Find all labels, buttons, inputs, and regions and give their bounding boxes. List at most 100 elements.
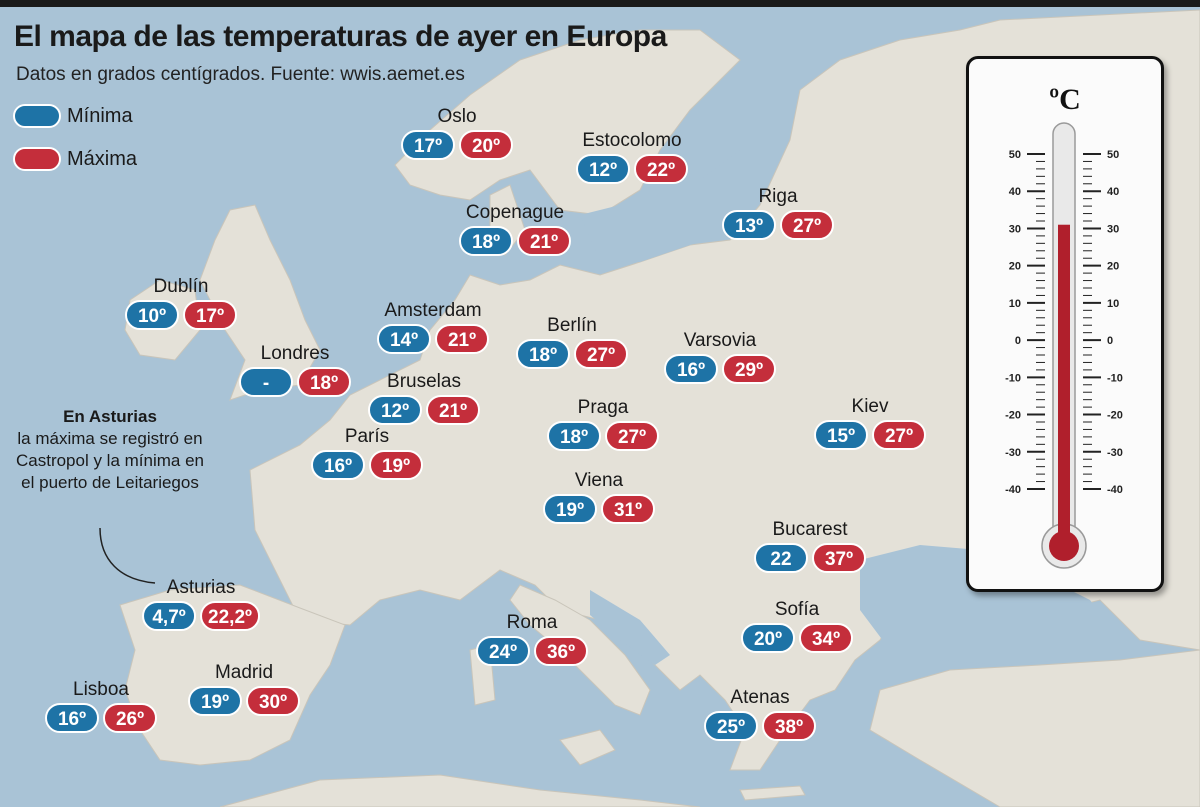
min-temp-pill: 19º [188,686,242,716]
city-name: Lisboa [73,679,129,700]
scale-label: 50 [1009,149,1021,161]
max-temp-pill: 27º [780,210,834,240]
scale-label: 30 [1107,223,1119,235]
legend-min-label: Mínima [67,104,133,127]
city-name: Asturias [166,577,236,598]
max-temp-pill: 27º [872,420,926,450]
city-name: Kiev [851,396,889,417]
max-temp-pill: 30º [246,686,300,716]
min-temp-pill: 25º [704,711,758,741]
scale-label: 40 [1107,186,1119,198]
thermometer-unit: ºC [1049,83,1081,116]
max-temp-pill: 34º [799,623,853,653]
min-temp-pill: 4,7º [142,601,197,631]
min-temp-pill: 24º [476,636,530,666]
scale-label: 40 [1009,186,1021,198]
city-name: París [344,426,390,447]
city-roma: Roma 24º 36º [476,612,588,666]
min-temp-pill: 10º [125,300,179,330]
max-temp-pill: 37º [812,543,866,573]
city-name: Madrid [214,662,274,683]
turkey [869,649,1200,807]
city-varsovia: Varsovia 16º 29º [664,330,776,384]
scale-label: -10 [1005,372,1021,384]
black-sea [860,545,1120,665]
city-atenas: Atenas 25º 38º [704,687,816,741]
legend-min: Mínima [13,104,133,128]
max-temp-pill: 22º [634,154,688,184]
crete [739,785,806,801]
max-temp-pill: 20º [459,130,513,160]
city-bruselas: Bruselas 12º 21º [368,371,480,425]
city-londres: Londres -18º [239,343,351,397]
min-temp-pill: 17º [401,130,455,160]
max-temp-pill: 27º [574,339,628,369]
city-sofia: Sofía 20º 34º [741,599,853,653]
mercury-column [1058,224,1070,544]
max-temp-pill: 17º [183,300,237,330]
thermometer-icon: 50 50 40 40 30 30 20 20 10 10 0 0 -10 -10 -20 -20 -30 -30… [1005,122,1123,569]
min-temp-pill: 18º [459,226,513,256]
city-asturias: Asturias 4,7º 22,2º [142,577,260,631]
max-temp-pill: 36º [534,636,588,666]
scale-label: 10 [1009,298,1021,310]
city-name: Berlín [547,315,597,336]
min-temp-pill: 12º [576,154,630,184]
min-temp-pill: 15º [814,420,868,450]
thermometer-card: ºC 50 50 40 40 30 30 20 20 10 10 0 0 -10 -10 -20 -20 -30… [966,56,1164,592]
scale-label: -40 [1005,484,1021,496]
city-dublin: Dublín 10º 17º [125,276,237,330]
city-kiev: Kiev 15º 27º [814,396,926,450]
city-riga: Riga 13º 27º [722,186,834,240]
min-temp-pill: 19º [543,494,597,524]
city-name: Sofía [774,599,820,620]
city-oslo: Oslo 17º 20º [401,106,513,160]
city-name: Bruselas [387,371,461,392]
adriatic-sea [590,590,670,665]
city-name: Bucarest [772,519,848,540]
city-name: Copenague [465,202,565,223]
city-berlin: Berlín 18º 27º [516,315,628,369]
scandinavia [394,29,741,216]
city-praga: Praga 18º 27º [547,397,659,451]
city-name: Praga [577,397,629,418]
city-name: Viena [574,470,624,491]
max-temp-pill: 21º [435,324,489,354]
min-temp-pill: 13º [722,210,776,240]
min-temp-pill: 12º [368,395,422,425]
max-temp-pill: 38º [762,711,816,741]
city-copenague: Copenague 18º 21º [459,202,571,256]
city-lisboa: Lisboa 16º 26º [45,679,157,733]
top-bar [0,0,1200,7]
city-name: Roma [506,612,558,633]
city-name: Oslo [437,106,477,127]
city-estocolomo: Estocolomo 12º 22º [576,130,688,184]
city-name: Dublín [153,276,209,297]
scale-label: -30 [1005,447,1021,459]
scale-label: -40 [1107,484,1123,496]
min-temp-pill: 14º [377,324,431,354]
asturias-note-body: la máxima se registró en Castropol y la … [15,429,205,492]
min-temp-pill: 22 [754,543,808,573]
scale-label: 20 [1107,261,1119,273]
max-temp-pill: 31º [601,494,655,524]
city-madrid: Madrid 19º 30º [188,662,300,716]
asturias-note-title: En Asturias [63,407,157,426]
scale-label: 20 [1009,261,1021,273]
city-name: Amsterdam [384,300,482,321]
scale-label: 0 [1107,335,1113,347]
min-temp-pill: - [239,367,293,397]
min-temp-pill: 16º [311,450,365,480]
city-paris: París 16º 19º [311,426,423,480]
subtitle: Datos en grados centígrados. Fuente: wwi… [16,64,465,85]
min-temp-pill: 16º [664,354,718,384]
sicily [559,729,616,766]
scale-label: 50 [1107,149,1119,161]
scale-label: 10 [1107,298,1119,310]
scale-label: -20 [1107,410,1123,422]
max-temp-pill: 21º [426,395,480,425]
legend-min-swatch [13,104,61,128]
great-britain [199,204,321,401]
min-temp-pill: 16º [45,703,99,733]
